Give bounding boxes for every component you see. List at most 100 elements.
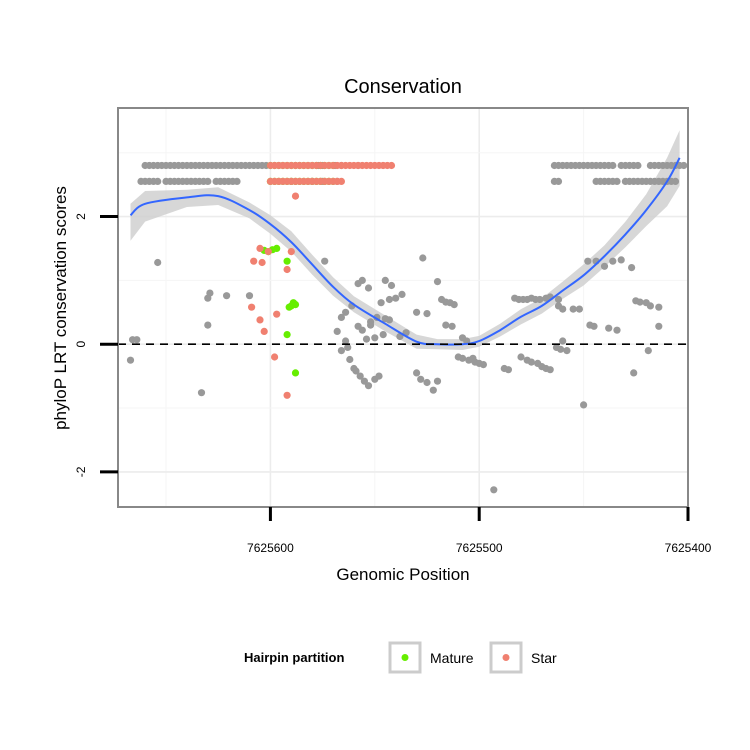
point-other bbox=[554, 177, 563, 185]
point-star bbox=[258, 258, 266, 267]
point-mature bbox=[283, 331, 291, 339]
point-other bbox=[636, 298, 644, 306]
legend-label-mature: Mature bbox=[430, 650, 474, 666]
point-star bbox=[250, 257, 258, 265]
x-tick-label: 7625500 bbox=[456, 541, 503, 555]
point-other bbox=[333, 327, 341, 335]
legend-title: Hairpin partition bbox=[244, 650, 344, 665]
point-other bbox=[442, 321, 450, 329]
point-other bbox=[379, 331, 387, 339]
y-tick-label: -2 bbox=[74, 466, 88, 477]
point-star bbox=[387, 161, 396, 170]
point-other bbox=[413, 308, 421, 316]
point-star bbox=[256, 316, 264, 324]
point-star bbox=[283, 391, 291, 399]
point-other bbox=[600, 262, 609, 270]
point-other bbox=[204, 177, 212, 185]
point-other bbox=[655, 322, 663, 330]
point-other bbox=[133, 336, 141, 344]
legend-label-star: Star bbox=[531, 650, 557, 666]
point-other bbox=[584, 257, 592, 265]
point-other bbox=[204, 321, 212, 329]
point-other bbox=[517, 353, 525, 361]
legend-swatch-mature bbox=[401, 654, 409, 661]
smooth-line bbox=[129, 157, 681, 346]
point-other bbox=[362, 335, 371, 343]
point-other bbox=[429, 386, 437, 394]
point-other bbox=[448, 322, 456, 330]
point-other bbox=[354, 280, 362, 288]
point-other bbox=[371, 334, 379, 342]
point-other bbox=[605, 324, 613, 332]
point-other bbox=[367, 321, 375, 329]
point-other bbox=[628, 264, 636, 272]
point-other bbox=[609, 257, 617, 265]
point-other bbox=[398, 290, 406, 298]
point-star bbox=[260, 327, 268, 335]
point-other bbox=[550, 161, 559, 170]
point-other bbox=[613, 326, 621, 334]
point-other bbox=[617, 256, 625, 264]
panel-border bbox=[117, 107, 689, 508]
point-other bbox=[364, 284, 373, 292]
point-other bbox=[321, 257, 329, 265]
point-star bbox=[273, 310, 281, 318]
point-other bbox=[337, 313, 345, 321]
point-other bbox=[490, 486, 498, 494]
point-other bbox=[342, 337, 350, 345]
point-other bbox=[352, 367, 360, 375]
point-mature bbox=[291, 301, 300, 309]
point-other bbox=[646, 302, 655, 310]
point-other bbox=[575, 305, 584, 313]
plot-panel bbox=[117, 107, 689, 508]
point-other bbox=[154, 258, 162, 267]
y-tick-label: 0 bbox=[74, 341, 88, 348]
point-other bbox=[356, 372, 364, 380]
y-axis-label: phyloP LRT conservation scores bbox=[51, 186, 70, 430]
point-other bbox=[377, 299, 385, 307]
point-other bbox=[563, 347, 571, 355]
point-other bbox=[358, 326, 366, 334]
point-other bbox=[344, 343, 352, 351]
point-other bbox=[559, 337, 567, 345]
y-tick-label: 2 bbox=[74, 213, 88, 220]
data-points bbox=[126, 161, 688, 494]
point-other bbox=[381, 276, 389, 284]
point-other bbox=[655, 303, 663, 311]
point-other bbox=[245, 292, 254, 300]
point-other bbox=[580, 401, 588, 409]
point-mature bbox=[273, 244, 281, 252]
point-other bbox=[569, 305, 577, 313]
point-other bbox=[433, 377, 442, 385]
point-other bbox=[527, 358, 536, 366]
point-other bbox=[504, 366, 512, 374]
point-other bbox=[433, 278, 442, 286]
chart-title: Conservation bbox=[344, 76, 462, 98]
point-star bbox=[271, 353, 279, 361]
x-axis-label: Genomic Position bbox=[336, 565, 469, 584]
point-other bbox=[346, 355, 354, 364]
point-other bbox=[479, 361, 487, 369]
point-other bbox=[554, 295, 563, 304]
point-star bbox=[248, 303, 256, 311]
point-star bbox=[264, 248, 272, 256]
point-other bbox=[423, 310, 431, 318]
point-other bbox=[630, 369, 638, 377]
legend-key-star bbox=[489, 641, 523, 674]
point-other bbox=[233, 177, 241, 185]
point-other bbox=[423, 378, 431, 387]
point-other bbox=[387, 281, 396, 290]
legend-swatch-star bbox=[502, 654, 510, 661]
point-other bbox=[204, 294, 212, 302]
point-star bbox=[287, 248, 295, 256]
point-other bbox=[342, 308, 350, 316]
point-other bbox=[590, 322, 598, 330]
point-other bbox=[458, 354, 467, 362]
grid-lines bbox=[118, 108, 689, 507]
point-other bbox=[223, 292, 231, 300]
point-other bbox=[557, 345, 565, 353]
point-other bbox=[419, 254, 427, 262]
point-other bbox=[450, 301, 458, 309]
point-star bbox=[291, 192, 300, 200]
point-mature bbox=[283, 257, 291, 265]
